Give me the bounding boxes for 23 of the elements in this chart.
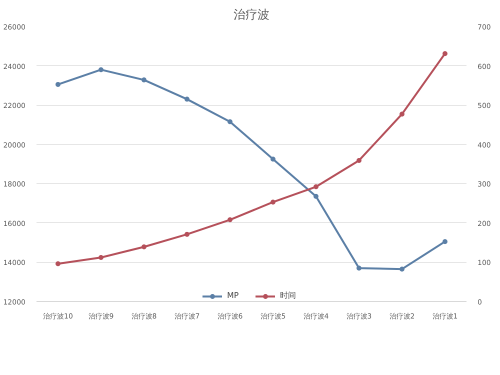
chart-title: 治疗波	[234, 8, 270, 22]
point	[442, 239, 448, 244]
point	[184, 232, 190, 237]
legend-label: MP	[227, 290, 240, 300]
point	[98, 255, 104, 260]
point	[356, 266, 362, 271]
point	[98, 67, 104, 72]
point	[142, 77, 146, 82]
point	[314, 184, 318, 190]
point	[184, 96, 190, 102]
point	[56, 82, 60, 87]
point	[400, 266, 404, 272]
point	[442, 51, 448, 56]
point	[314, 194, 318, 199]
point	[356, 158, 362, 163]
point	[400, 112, 404, 117]
point	[228, 217, 232, 222]
point	[142, 244, 146, 250]
point	[270, 200, 276, 205]
point	[56, 261, 60, 266]
point	[270, 156, 276, 162]
legend-label: 时间	[280, 290, 297, 301]
point	[228, 119, 232, 124]
